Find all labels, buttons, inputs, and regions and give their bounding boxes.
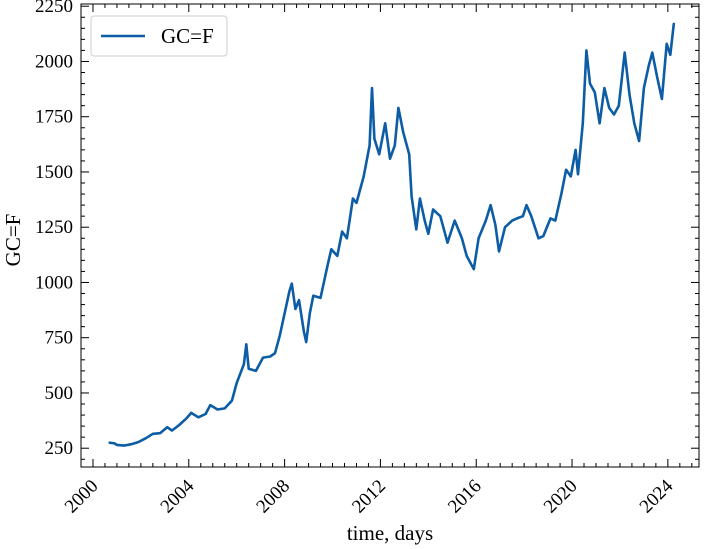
y-tick-label: 1500 (35, 162, 73, 183)
y-tick-label: 250 (45, 438, 74, 459)
x-tick-labels: 2000 2004 2008 2012 2016 2020 2024 (61, 475, 678, 517)
x-tick-label: 2020 (540, 476, 582, 518)
y-tick-label: 1250 (35, 217, 73, 238)
minor-ticks (80, 4, 699, 467)
legend-label: GC=F (161, 24, 214, 48)
x-tick-label: 2016 (444, 476, 486, 518)
y-tick-label: 500 (45, 383, 74, 404)
y-tick-label: 1000 (35, 272, 73, 293)
x-tick-label: 2000 (61, 476, 103, 518)
y-tick-labels: 250 500 750 1000 1250 1500 1750 2000 2250 (35, 0, 73, 459)
x-tick-label: 2004 (157, 475, 199, 517)
major-ticks (81, 4, 699, 467)
plot-frame (80, 3, 700, 468)
x-axis-label: time, days (347, 521, 433, 545)
x-tick-label: 2008 (252, 476, 294, 518)
series-line-gc-f (108, 22, 676, 447)
x-tick-label: 2024 (636, 475, 678, 517)
legend: GC=F (90, 15, 228, 57)
x-tick-label: 2012 (348, 476, 390, 518)
y-tick-label: 1750 (35, 107, 73, 128)
y-tick-label: 2000 (35, 51, 73, 72)
y-axis-label: GC=F (1, 214, 25, 267)
y-tick-label: 750 (45, 328, 74, 349)
y-tick-label: 2250 (35, 0, 73, 17)
legend-box (90, 15, 228, 57)
